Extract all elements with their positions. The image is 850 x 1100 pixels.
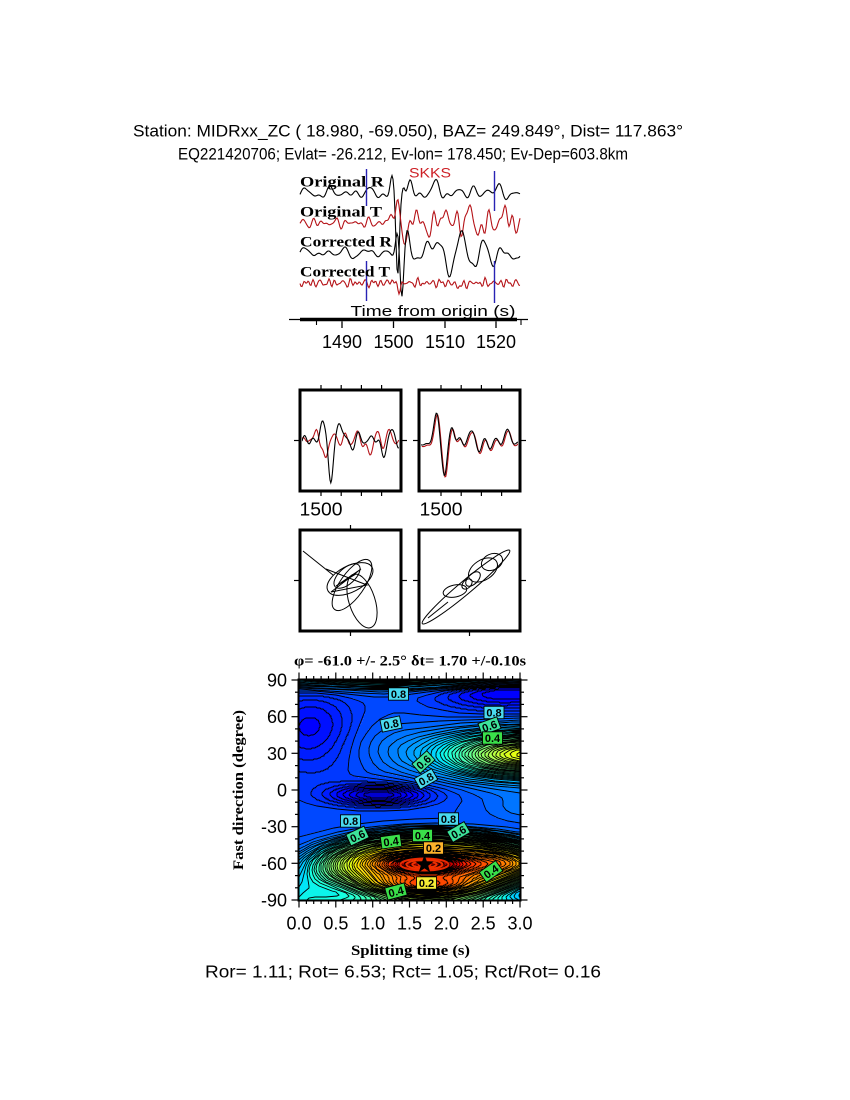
svg-text:2.0: 2.0 [434, 914, 459, 934]
svg-text:1510: 1510 [425, 332, 465, 352]
svg-text:-90: -90 [261, 891, 287, 911]
svg-text:1.0: 1.0 [360, 914, 385, 934]
svg-text:0.0: 0.0 [286, 914, 311, 934]
svg-text:Corrected R: Corrected R [300, 235, 392, 251]
svg-text:2.5: 2.5 [471, 914, 496, 934]
svg-text:60: 60 [267, 707, 287, 727]
svg-text:0.6: 0.6 [481, 719, 499, 736]
svg-text:1490: 1490 [322, 332, 362, 352]
svg-text:0.8: 0.8 [382, 718, 399, 733]
svg-text:0.4: 0.4 [485, 733, 501, 745]
svg-text:Ror= 1.11; Rot= 6.53; Rct= 1.0: Ror= 1.11; Rot= 6.53; Rct= 1.05; Rct/Rot… [205, 962, 601, 982]
svg-text:Time from origin (s): Time from origin (s) [351, 303, 516, 320]
svg-text:0.8: 0.8 [441, 814, 456, 826]
svg-text:1500: 1500 [420, 500, 463, 520]
svg-text:1520: 1520 [476, 332, 516, 352]
svg-text:0.8: 0.8 [343, 816, 358, 828]
svg-text:0.4: 0.4 [415, 831, 431, 843]
svg-text:Original R: Original R [300, 175, 384, 191]
svg-text:0.2: 0.2 [426, 843, 441, 855]
svg-text:3.0: 3.0 [507, 914, 532, 934]
svg-text:φ= -61.0 +/- 2.5° δt= 1.70 +/-: φ= -61.0 +/- 2.5° δt= 1.70 +/-0.10s [294, 654, 526, 670]
svg-text:-60: -60 [261, 854, 287, 874]
svg-text:0.5: 0.5 [323, 914, 348, 934]
svg-text:Fast direction (degree): Fast direction (degree) [231, 710, 247, 870]
svg-text:Original T: Original T [300, 205, 382, 221]
svg-text:1500: 1500 [373, 332, 413, 352]
svg-text:Station: MIDRxx_ZC ( 18.980,: Station: MIDRxx_ZC ( 18.980, -69.050), B… [133, 123, 683, 141]
svg-text:30: 30 [267, 744, 287, 764]
svg-text:0.8: 0.8 [391, 689, 406, 701]
svg-text:0: 0 [277, 781, 287, 801]
svg-text:1500: 1500 [300, 500, 343, 520]
svg-text:-30: -30 [261, 817, 287, 837]
svg-text:1.5: 1.5 [397, 914, 422, 934]
svg-text:EQ221420706; Evlat= -26.212, E: EQ221420706; Evlat= -26.212, Ev-lon= 178… [178, 146, 628, 164]
svg-text:0.2: 0.2 [419, 878, 434, 890]
svg-text:0.6: 0.6 [348, 828, 367, 845]
svg-text:Splitting time (s): Splitting time (s) [351, 943, 470, 959]
svg-text:0.4: 0.4 [383, 835, 401, 849]
svg-text:Corrected T: Corrected T [300, 265, 390, 281]
svg-text:90: 90 [267, 671, 287, 691]
svg-text:SKKS: SKKS [409, 165, 451, 181]
svg-text:0.8: 0.8 [486, 708, 501, 720]
svg-text:0.4: 0.4 [387, 884, 406, 900]
